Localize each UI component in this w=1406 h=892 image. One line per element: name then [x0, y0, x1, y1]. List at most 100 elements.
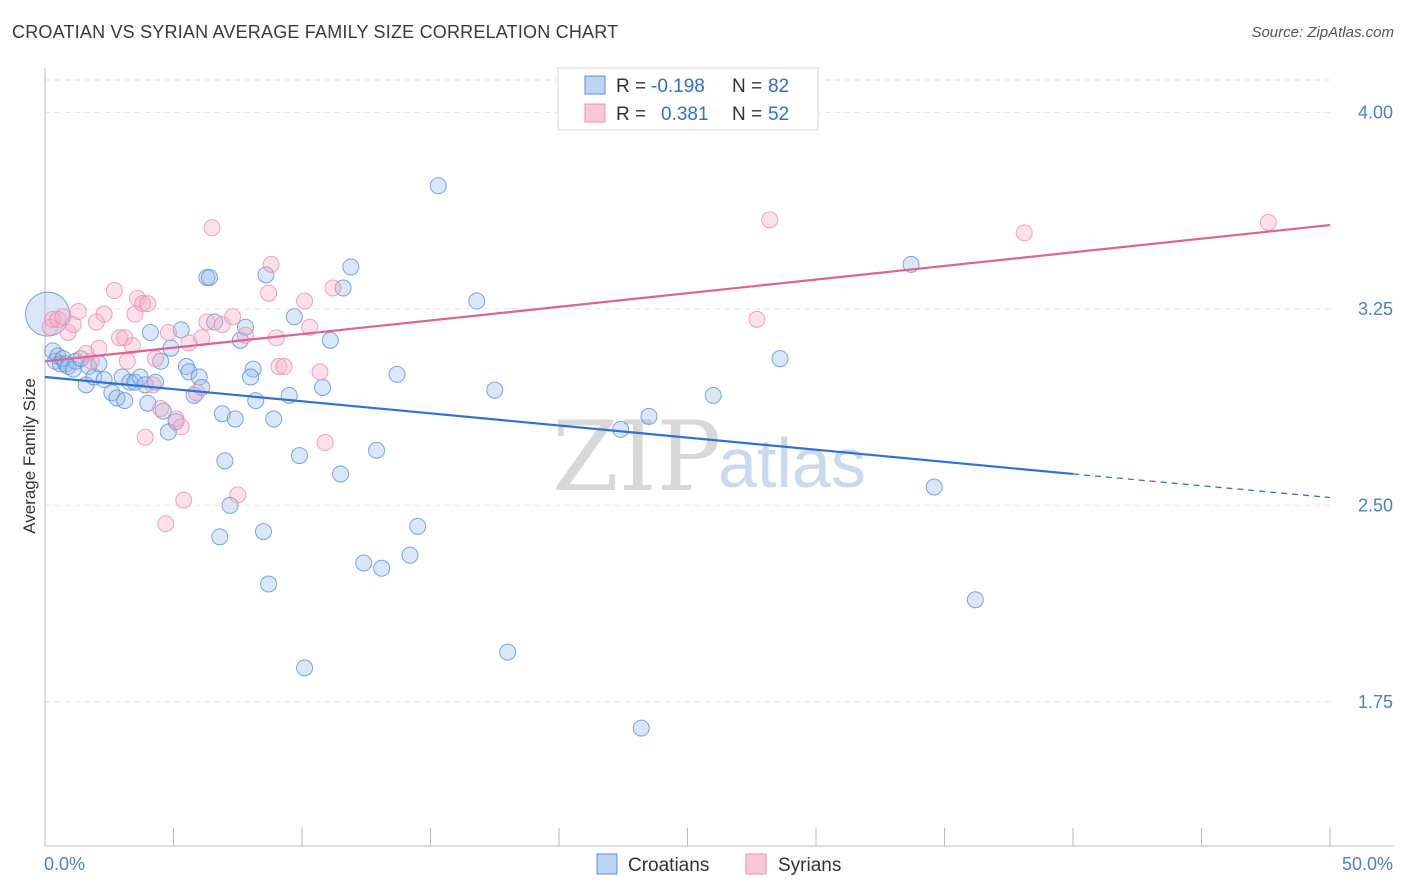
legend-n-value-syrians: 52 — [768, 104, 789, 125]
syrian-point-22 — [144, 376, 162, 394]
croatian-point-69 — [486, 381, 504, 399]
legend-n-label-croatians: N = — [732, 76, 762, 97]
syrian-point-43 — [275, 358, 293, 376]
croatian-point-16 — [103, 384, 121, 402]
y-tick-label-2: 3.25 — [1358, 299, 1393, 319]
croatian-point-51 — [260, 575, 278, 593]
chart-title: CROATIAN VS SYRIAN AVERAGE FAMILY SIZE C… — [12, 22, 619, 42]
croatian-point-34 — [180, 363, 198, 381]
axes — [44, 68, 1393, 847]
syrian-point-50 — [761, 211, 779, 229]
watermark: ZIP atlas — [552, 401, 866, 513]
legend-r-label-syrians: R = — [616, 104, 646, 125]
y-axis-title: Average Family Size — [20, 378, 39, 534]
legend-n-value-croatians: 82 — [768, 76, 789, 97]
syrian-point-47 — [316, 434, 334, 452]
syrian-point-36 — [224, 308, 242, 326]
watermark-atlas: atlas — [718, 424, 866, 502]
croatian-point-72 — [632, 719, 650, 737]
syrian-point-13 — [111, 329, 129, 347]
x-tick-label-0: 0.0% — [44, 854, 85, 874]
croatian-point-67 — [429, 177, 447, 195]
croatian-point-50 — [257, 266, 275, 284]
series-syrians — [41, 211, 1277, 533]
syrian-point-42 — [270, 358, 288, 376]
croatian-point-28 — [154, 402, 172, 420]
syrian-point-37 — [229, 486, 247, 504]
trend-lines — [44, 223, 1331, 499]
croatian-point-68 — [468, 292, 486, 310]
syrian-point-45 — [301, 318, 319, 336]
croatian-point-79 — [355, 554, 373, 572]
source-label: Source: ZipAtlas.com — [1251, 24, 1394, 41]
croatian-point-52 — [265, 410, 283, 428]
syrian-point-5 — [64, 316, 82, 334]
y-tick-labels: 1.75 2.50 3.25 4.00 — [1358, 102, 1393, 712]
syrian-point-10 — [90, 339, 108, 357]
syrian-point-16 — [123, 337, 141, 355]
syrian-point-52 — [1259, 213, 1277, 231]
syrian-point-44 — [296, 292, 314, 310]
syrian-point-11 — [95, 305, 113, 323]
croatian-point-58 — [321, 331, 339, 349]
syrian-point-40 — [262, 255, 280, 273]
croatian-point-41 — [213, 405, 231, 423]
croatian-point-62 — [368, 441, 386, 459]
croatian-point-80 — [242, 368, 260, 386]
croatian-point-61 — [332, 465, 350, 483]
croatian-point-74 — [704, 386, 722, 404]
croatian-point-55 — [290, 447, 308, 465]
legend-r-value-croatians: -0.198 — [651, 76, 705, 97]
syrian-point-33 — [198, 313, 216, 331]
syrian-point-34 — [203, 219, 221, 237]
croatian-point-64 — [388, 365, 406, 383]
croatian-point-78 — [966, 591, 984, 609]
croatian-point-42 — [216, 452, 234, 470]
croatian-point-48 — [247, 392, 265, 410]
legend-n-label-syrians: N = — [732, 104, 762, 125]
syrian-point-12 — [105, 282, 123, 300]
x-tick-labels: 0.0% 50.0% — [44, 854, 1393, 874]
syrian-point-18 — [129, 289, 147, 307]
bottom-legend-croatians: Croatians — [628, 855, 709, 876]
syrian-point-28 — [172, 418, 190, 436]
watermark-zip: ZIP — [552, 401, 721, 513]
syrian-point-23 — [147, 350, 165, 368]
syrian-point-19 — [134, 295, 152, 313]
syrian-point-26 — [159, 323, 177, 341]
syrian-point-24 — [152, 399, 170, 417]
croatian-point-24 — [139, 394, 157, 412]
syrian-point-51 — [1015, 224, 1033, 242]
croatian-point-27 — [152, 352, 170, 370]
croatian-point-39 — [200, 268, 218, 286]
legend-swatch-croatians — [584, 75, 606, 95]
series-legend: Croatians Syrians — [596, 853, 841, 876]
syrian-point-25 — [157, 515, 175, 533]
legend-r-label-croatians: R = — [616, 76, 646, 97]
croatian-point-73 — [640, 407, 658, 425]
croatian-point-25 — [141, 323, 159, 341]
syrian-point-1 — [44, 310, 62, 328]
croatian-point-59 — [342, 258, 360, 276]
y-tick-label-1: 2.50 — [1358, 495, 1393, 515]
syrian-point-46 — [311, 363, 329, 381]
croatian-point-70 — [499, 643, 517, 661]
correlation-legend: R = -0.198 N = 82 R = 0.381 N = 52 — [557, 67, 819, 131]
trendline-croatians — [44, 375, 1074, 476]
syrian-point-15 — [118, 352, 136, 370]
syrian-point-48 — [324, 279, 342, 297]
bottom-legend-swatch-syrians — [745, 853, 767, 875]
croatian-point-77 — [925, 478, 943, 496]
syrian-point-2 — [49, 310, 67, 328]
y-tick-label-3: 4.00 — [1358, 102, 1393, 122]
x-tick-label-1: 50.0% — [1342, 854, 1393, 874]
trendline-syrians — [44, 223, 1331, 363]
croatian-point-71 — [612, 420, 630, 438]
croatian-point-81 — [211, 528, 229, 546]
croatian-point-57 — [314, 379, 332, 396]
bottom-legend-syrians: Syrians — [778, 855, 841, 876]
croatian-point-65 — [401, 546, 419, 564]
bottom-legend-swatch-croatians — [596, 853, 618, 875]
croatian-point-44 — [226, 410, 244, 428]
